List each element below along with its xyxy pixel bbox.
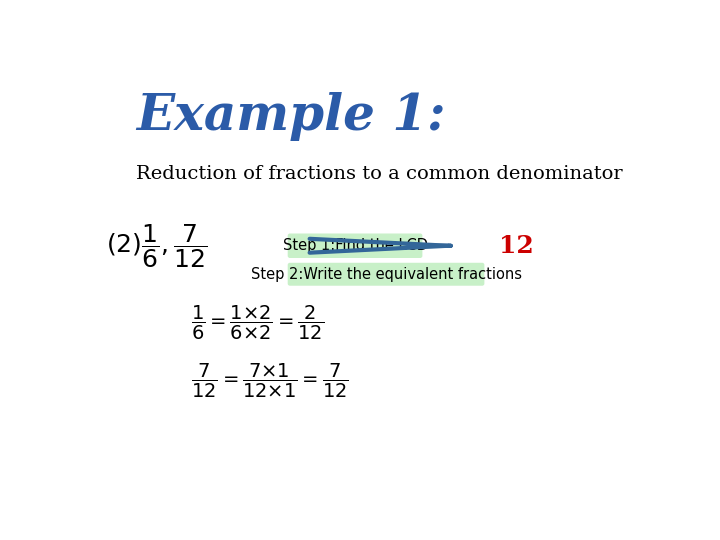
Text: 12: 12: [499, 234, 534, 258]
Text: $\dfrac{7}{12} = \dfrac{7{\times}1}{12{\times}1} = \dfrac{7}{12}$: $\dfrac{7}{12} = \dfrac{7{\times}1}{12{\…: [191, 361, 348, 400]
Text: Step 1:Find the LCD: Step 1:Find the LCD: [282, 238, 428, 253]
Text: Reduction of fractions to a common denominator: Reduction of fractions to a common denom…: [137, 165, 623, 183]
Text: $(2)\dfrac{1}{6},\dfrac{7}{12}$: $(2)\dfrac{1}{6},\dfrac{7}{12}$: [106, 222, 207, 269]
Text: $\dfrac{1}{6} = \dfrac{1{\times}2}{6{\times}2} = \dfrac{2}{12}$: $\dfrac{1}{6} = \dfrac{1{\times}2}{6{\ti…: [191, 303, 324, 342]
Text: Step 2:Write the equivalent fractions: Step 2:Write the equivalent fractions: [251, 267, 521, 282]
FancyBboxPatch shape: [289, 264, 484, 285]
Text: Example 1:: Example 1:: [137, 92, 446, 141]
FancyBboxPatch shape: [289, 234, 422, 257]
